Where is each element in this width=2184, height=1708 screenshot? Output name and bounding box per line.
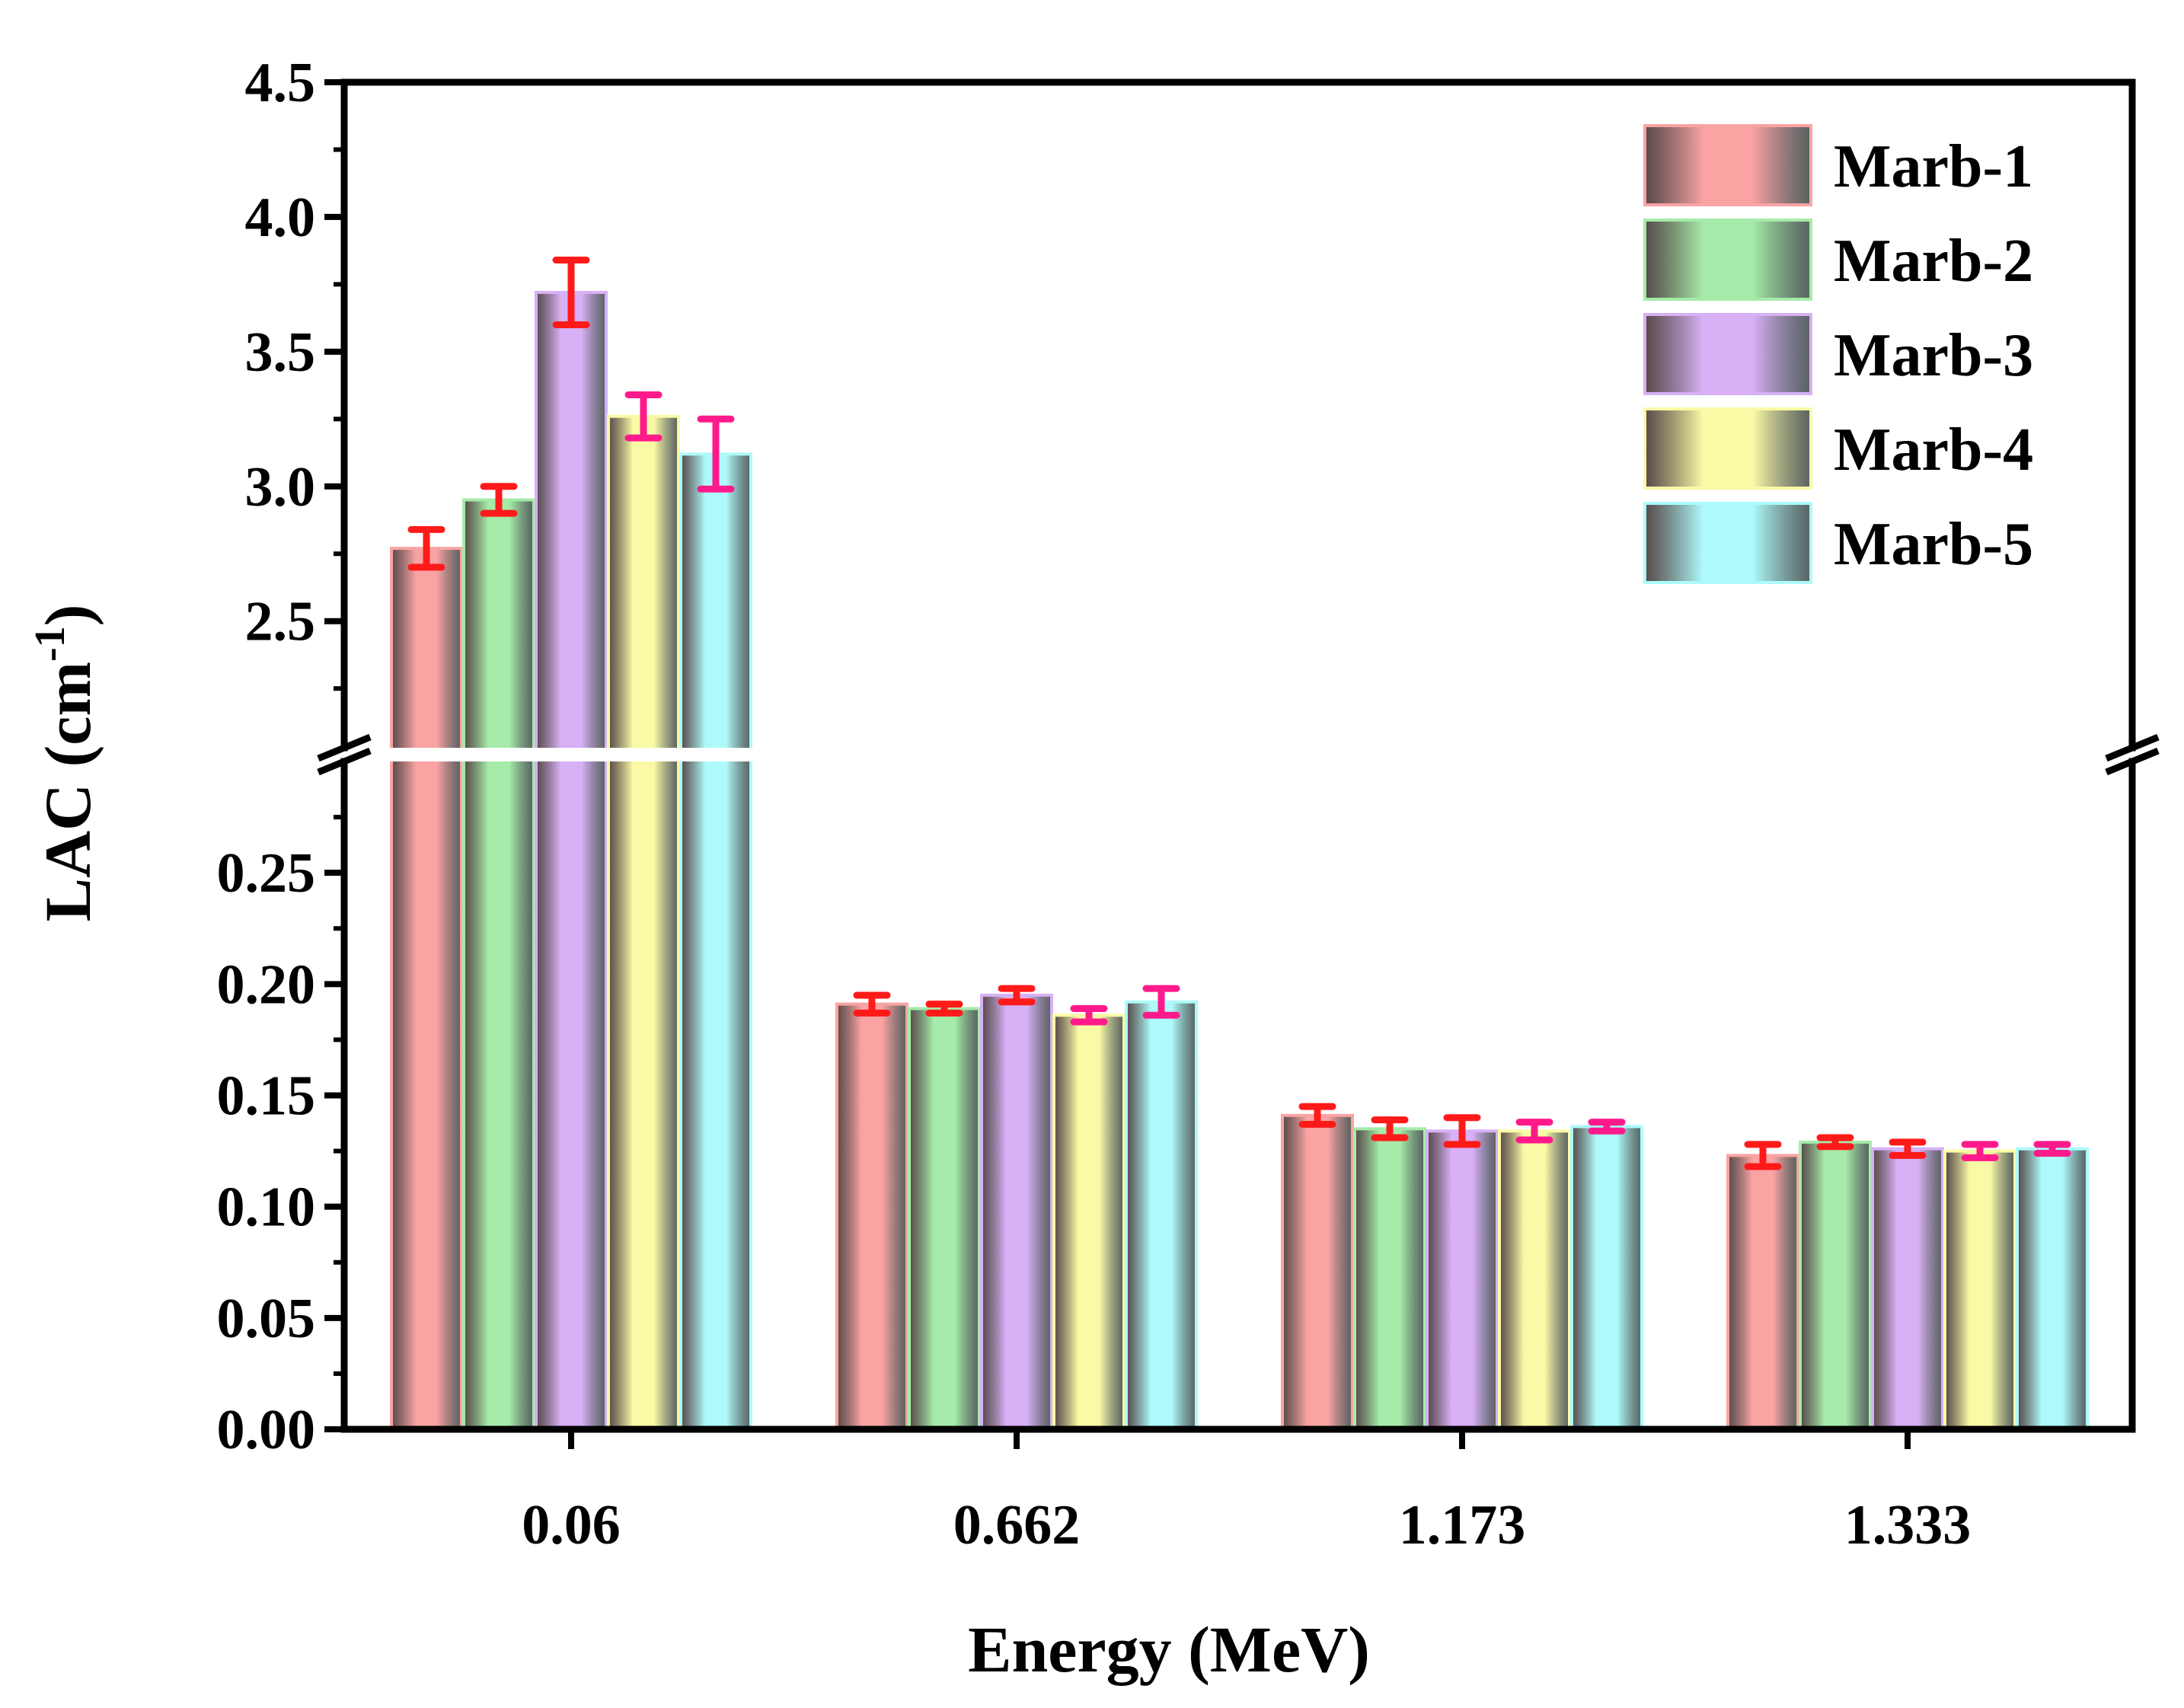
bar-marb-3-0.06 bbox=[535, 291, 608, 1431]
error-bar-marb-3-0.662 bbox=[998, 985, 1036, 1006]
bar-marb-5-0.662 bbox=[1125, 1000, 1198, 1431]
axis-break bbox=[0, 733, 2184, 776]
x-tick-label: 1.333 bbox=[1844, 1494, 1972, 1556]
y-tick-label: 0.05 bbox=[217, 1288, 316, 1350]
legend-swatch bbox=[1643, 124, 1812, 206]
bar-marb-1-0.662 bbox=[835, 1002, 908, 1431]
bar-marb-4-0.662 bbox=[1052, 1014, 1126, 1431]
bar-marb-1-0.06 bbox=[390, 547, 463, 1432]
axis-ticks: 0.06 0.662 1.173 1.333 0.00 0.05 0.10 0.15 0.20 0… bbox=[217, 52, 1972, 1556]
error-bar-marb-5-1.173 bbox=[1588, 1119, 1626, 1135]
legend-swatch bbox=[1643, 313, 1812, 395]
bar-marb-5-1.333 bbox=[2016, 1147, 2089, 1432]
legend-item-marb-3: Marb-3 bbox=[1643, 313, 2033, 395]
error-bar-marb-1-1.173 bbox=[1298, 1103, 1336, 1129]
bar-marb-3-1.333 bbox=[1871, 1147, 1944, 1432]
bar-marb-3-0.662 bbox=[980, 993, 1053, 1431]
error-bar-marb-1-0.662 bbox=[853, 991, 891, 1017]
y-tick-label: 0.25 bbox=[217, 842, 316, 905]
legend-item-marb-5: Marb-5 bbox=[1643, 502, 2033, 584]
y-tick-label: 2.5 bbox=[245, 591, 316, 653]
error-bar-marb-2-0.662 bbox=[925, 1001, 963, 1017]
error-bar-marb-1-0.06 bbox=[407, 525, 445, 571]
y-tick-label: 4.0 bbox=[245, 187, 316, 249]
y-axis-title-main: LAC (cm bbox=[31, 662, 104, 922]
y-axis-title-close: ) bbox=[31, 605, 104, 627]
y-tick-label: 3.0 bbox=[245, 456, 316, 519]
y-tick-label: 4.5 bbox=[245, 52, 316, 114]
bar-marb-1-1.333 bbox=[1726, 1154, 1799, 1432]
bar-marb-1-1.173 bbox=[1281, 1113, 1354, 1432]
bar-marb-4-0.06 bbox=[607, 414, 680, 1431]
error-bar-marb-5-1.333 bbox=[2033, 1141, 2071, 1157]
legend-label: Marb-2 bbox=[1834, 228, 2033, 295]
bar-marb-3-1.173 bbox=[1426, 1129, 1499, 1431]
error-bar-marb-3-1.173 bbox=[1443, 1114, 1481, 1148]
legend-swatch bbox=[1643, 407, 1812, 490]
bar-marb-5-1.173 bbox=[1570, 1125, 1643, 1431]
legend-label: Marb-3 bbox=[1834, 322, 2033, 389]
legend-item-marb-4: Marb-4 bbox=[1643, 407, 2033, 490]
y-axis-title-superscript: -1 bbox=[27, 626, 74, 662]
bar-marb-5-0.06 bbox=[679, 452, 752, 1431]
x-tick-label: 0.662 bbox=[953, 1494, 1081, 1556]
bar-marb-2-1.333 bbox=[1799, 1140, 1872, 1431]
legend-label: Marb-1 bbox=[1834, 133, 2033, 200]
bar-marb-4-1.333 bbox=[1943, 1149, 2016, 1432]
bar-marb-2-0.06 bbox=[462, 498, 535, 1431]
error-bar-marb-2-1.173 bbox=[1371, 1116, 1409, 1141]
legend-item-marb-1: Marb-1 bbox=[1643, 124, 2033, 206]
y-tick-label: 0.20 bbox=[217, 953, 316, 1016]
error-bar-marb-4-0.662 bbox=[1070, 1004, 1108, 1026]
legend-swatch bbox=[1643, 219, 1812, 301]
error-bar-marb-4-1.173 bbox=[1515, 1119, 1553, 1144]
error-bar-marb-5-0.06 bbox=[697, 415, 735, 493]
error-bar-marb-2-0.06 bbox=[480, 483, 518, 517]
error-bar-marb-5-0.662 bbox=[1142, 985, 1180, 1019]
error-bar-marb-4-0.06 bbox=[624, 391, 663, 442]
legend-item-marb-2: Marb-2 bbox=[1643, 219, 2033, 301]
legend-label: Marb-4 bbox=[1834, 417, 2033, 484]
legend: Marb-1 Marb-2 Marb-3 Marb-4 Marb-5 bbox=[1643, 124, 2033, 584]
y-axis-title: LAC (cm-1) bbox=[27, 605, 104, 922]
y-tick-label: 0.15 bbox=[217, 1065, 316, 1128]
y-tick-label: 0.00 bbox=[217, 1399, 316, 1461]
error-bar-marb-1-1.333 bbox=[1744, 1141, 1782, 1170]
error-bar-marb-3-0.06 bbox=[552, 257, 590, 328]
legend-swatch bbox=[1643, 502, 1812, 584]
x-axis-title: Energy (MeV) bbox=[968, 1613, 1370, 1686]
legend-label: Marb-5 bbox=[1834, 511, 2033, 578]
bar-marb-2-0.662 bbox=[908, 1007, 981, 1431]
error-bar-marb-4-1.333 bbox=[1961, 1141, 1999, 1161]
error-bar-marb-2-1.333 bbox=[1816, 1134, 1854, 1151]
x-tick-label: 1.173 bbox=[1399, 1494, 1526, 1556]
bars-layer bbox=[390, 257, 2089, 1432]
bar-marb-4-1.173 bbox=[1498, 1129, 1571, 1431]
y-tick-label: 0.10 bbox=[217, 1176, 316, 1239]
y-tick-label: 3.5 bbox=[245, 321, 316, 384]
error-bar-marb-3-1.333 bbox=[1889, 1138, 1927, 1159]
x-tick-label: 0.06 bbox=[522, 1494, 621, 1556]
bar-marb-2-1.173 bbox=[1353, 1127, 1426, 1431]
